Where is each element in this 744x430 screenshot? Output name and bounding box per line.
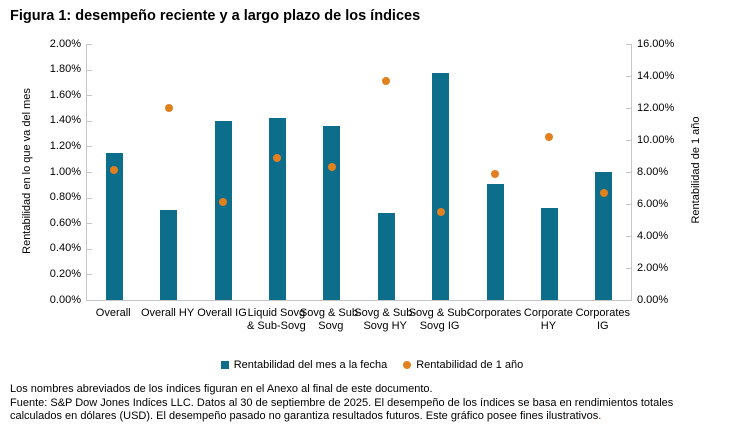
tick-mark <box>87 300 92 301</box>
tick-mark <box>87 197 92 199</box>
ytick-label: 0.00% <box>637 293 669 306</box>
footer-source-text: Fuente: S&P Dow Jones Indices LLC. Datos… <box>10 396 674 423</box>
ytick-label: 2.00% <box>637 261 669 274</box>
ytick-label: 1.40% <box>49 114 81 127</box>
tick-mark <box>87 95 92 97</box>
point-Sovg & Sub-Sovg HY <box>382 76 391 85</box>
legend: Rentabilidad del mes a la fecha Rentabil… <box>0 359 744 371</box>
ytick-label: 14.00% <box>637 69 675 82</box>
legend-dot-swatch-icon <box>403 361 412 369</box>
x-label-Corporates: Corporates <box>466 307 522 319</box>
ytick-label: 1.00% <box>49 165 81 178</box>
point-Corporates IG <box>599 188 608 197</box>
ytick-label: 2.00% <box>49 37 81 50</box>
x-label-Overall HY: Overall HY <box>141 307 195 319</box>
point-Sovg & Sub-Sovg <box>327 163 336 172</box>
tick-mark <box>626 268 631 269</box>
plot-area <box>86 44 632 301</box>
tick-mark <box>626 108 631 109</box>
point-Overall IG <box>219 198 227 207</box>
left-axis-ticks: 2.00% 1.80% 1.60% 1.40% 1.20% 1.00% 0.80% 0.60%… <box>0 38 86 306</box>
x-axis-labels: Overall Overall HY Overall IG Liquid Sovg &… <box>86 307 630 355</box>
bar-Sovg & Sub-Sovg HY <box>377 212 395 300</box>
footer-note: Los nombres abreviados de los índices fi… <box>10 383 433 395</box>
x-label-Liquid Sovg & Sub-Sovg: Liquid Sovg & Sub-Sovg <box>247 307 306 332</box>
ytick-label: 0.80% <box>49 191 81 204</box>
x-label-Corporate HY: Corporate HY <box>523 307 573 332</box>
tick-mark <box>626 204 631 205</box>
ytick-label: 4.00% <box>637 229 669 242</box>
legend-bar-label: Rentabilidad del mes a la fecha <box>233 359 388 371</box>
ytick-label: 6.00% <box>637 197 669 210</box>
tick-mark <box>87 146 92 148</box>
ytick-label: 0.20% <box>49 267 81 280</box>
ytick-label: 0.40% <box>49 242 81 255</box>
ytick-label: 1.20% <box>49 139 81 152</box>
tick-mark <box>87 248 92 250</box>
tick-mark <box>87 120 92 122</box>
tick-mark <box>87 69 92 71</box>
bar-Overall HY <box>160 210 178 300</box>
point-Liquid Sovg & Sub-Sovg <box>273 153 282 162</box>
point-Overall HY <box>164 104 173 112</box>
tick-mark <box>87 44 92 45</box>
bar-Liquid Sovg & Sub-Sovg <box>268 118 286 300</box>
tick-mark <box>626 300 631 301</box>
x-label-Sovg & Sub-Sovg IG: Sovg & Sub-Sovg IG <box>408 307 471 332</box>
ytick-label: 0.00% <box>49 293 81 306</box>
footer-source-period: . <box>598 410 602 422</box>
bar-Corporate HY <box>540 207 558 300</box>
point-Sovg & Sub-Sovg IG <box>436 208 445 216</box>
ytick-label: 10.00% <box>637 133 675 146</box>
bar-Corporates <box>486 183 504 300</box>
ytick-label: 1.80% <box>49 63 81 76</box>
bar-Sovg & Sub-Sovg <box>323 125 341 300</box>
tick-mark <box>626 76 631 77</box>
bar-Overall <box>105 152 123 300</box>
point-Corporates <box>491 169 499 178</box>
x-label-Overall IG: Overall IG <box>197 307 247 319</box>
x-label-Sovg & Sub-Sovg: Sovg & Sub-Sovg <box>299 307 362 332</box>
footer: Los nombres abreviados de los índices fi… <box>10 383 716 424</box>
tick-mark <box>626 236 631 237</box>
legend-item-month-to-date: Rentabilidad del mes a la fecha <box>220 359 388 371</box>
tick-mark <box>87 274 92 276</box>
footer-source: Fuente: S&P Dow Jones Indices LLC. Datos… <box>10 397 716 424</box>
tick-mark <box>626 140 631 141</box>
ytick-label: 1.60% <box>49 88 81 101</box>
tick-mark <box>626 44 631 45</box>
tick-mark <box>87 172 92 173</box>
x-label-Overall: Overall <box>95 307 131 319</box>
legend-bar-swatch-icon <box>220 361 229 369</box>
point-Overall <box>110 166 119 175</box>
ytick-label: 8.00% <box>637 165 669 178</box>
bar-Sovg & Sub-Sovg IG <box>432 73 450 300</box>
legend-dot-label: Rentabilidad de 1 año <box>416 359 524 371</box>
x-label-Corporates IG: Corporates IG <box>575 307 630 332</box>
ytick-label: 0.60% <box>49 216 81 229</box>
point-Corporate HY <box>545 132 554 141</box>
tick-mark <box>87 223 92 225</box>
legend-item-one-year: Rentabilidad de 1 año <box>403 359 523 371</box>
x-label-Sovg & Sub-Sovg HY: Sovg & Sub-Sovg HY <box>354 307 417 332</box>
bar-Overall IG <box>214 120 232 300</box>
bar-Corporates IG <box>595 172 613 300</box>
ytick-label: 16.00% <box>637 37 675 50</box>
ytick-label: 12.00% <box>637 101 675 114</box>
tick-mark <box>626 172 631 173</box>
figure-title: Figura 1: desempeño reciente y a largo p… <box>10 8 421 24</box>
right-axis-ticks: 16.00% 14.00% 12.00% 10.00% 8.00% 6.00% 4.00% 2… <box>631 38 744 306</box>
